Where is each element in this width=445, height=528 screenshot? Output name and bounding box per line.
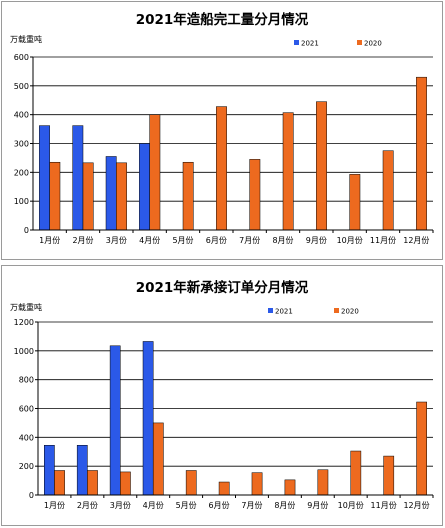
bar-2020-7 xyxy=(249,159,261,231)
bar-2020-8 xyxy=(282,112,294,231)
x-tick-label: 1月份 xyxy=(44,500,65,510)
legend-swatch-2021 xyxy=(294,40,299,45)
bar-2020-6 xyxy=(216,106,227,231)
bar-2021-1 xyxy=(39,125,50,231)
bar-2020-7 xyxy=(251,472,263,496)
legend-label-2020: 2020 xyxy=(364,40,382,48)
bar-2021-4 xyxy=(139,143,150,231)
legend-swatch-2021 xyxy=(268,308,273,313)
legend-label-2021: 2021 xyxy=(275,308,293,316)
bar-2021-4 xyxy=(142,341,154,496)
x-tick-label: 12月份 xyxy=(403,235,429,245)
bar-2020-5 xyxy=(185,470,197,496)
y-tick-label: 0 xyxy=(24,226,29,235)
x-tick-label: 6月份 xyxy=(206,235,227,245)
x-tick-label: 6月份 xyxy=(208,500,229,510)
completion-chart-panel: 2021年造船完工量分月情况 万载重吨 2021 2020 0 100 200 300… xyxy=(0,0,445,262)
y-tick-label: 600 xyxy=(14,53,29,62)
y-axis-unit: 万载重吨 xyxy=(10,302,42,312)
x-tick-label: 10月份 xyxy=(337,235,363,245)
x-axis-ticks: 1月份 2月份 3月份 4月份 5月份 6月份 7月份 8月份 9月份 10月份 11月份 12月份 xyxy=(39,230,434,245)
bar-2020-11 xyxy=(383,455,395,496)
x-axis-ticks: 1月份 2月份 3月份 4月份 5月份 6月份 7月份 8月份 9月份 10月份 11月份 12月份 xyxy=(44,495,434,510)
y-tick-label: 600 xyxy=(19,405,34,414)
x-tick-label: 12月份 xyxy=(403,500,429,510)
y-axis-unit: 万载重吨 xyxy=(10,34,42,44)
x-tick-label: 4月份 xyxy=(143,500,164,510)
y-tick-label: 200 xyxy=(14,168,29,177)
x-tick-label: 10月份 xyxy=(338,500,364,510)
bar-2020-2 xyxy=(82,162,94,231)
completion-chart: 2021年造船完工量分月情况 万载重吨 2021 2020 0 100 200 300… xyxy=(1,1,443,260)
bar-2021-2 xyxy=(72,125,84,231)
bar-2020-9 xyxy=(317,469,329,496)
x-tick-label: 5月份 xyxy=(172,235,193,245)
bar-2020-5 xyxy=(182,161,194,231)
x-tick-label: 3月份 xyxy=(106,235,127,245)
x-tick-label: 2月份 xyxy=(77,500,98,510)
orders-chart-panel: 2021年新承接订单分月情况 万载重吨 2021 2020 0 200 400 600… xyxy=(0,264,445,528)
legend-label-2021: 2021 xyxy=(301,40,319,48)
bar-2020-9 xyxy=(316,101,327,231)
x-tick-label: 11月份 xyxy=(370,235,396,245)
legend-swatch-2020 xyxy=(334,308,339,313)
x-tick-label: 1月份 xyxy=(39,235,60,245)
gridlines xyxy=(33,56,433,202)
y-tick-label: 400 xyxy=(14,111,29,120)
chart-title: 2021年造船完工量分月情况 xyxy=(136,11,309,28)
y-tick-label: 0 xyxy=(29,491,34,500)
y-tick-label: 300 xyxy=(14,140,29,149)
x-tick-label: 7月份 xyxy=(241,500,262,510)
legend: 2021 2020 xyxy=(268,308,359,316)
x-tick-label: 4月份 xyxy=(139,235,160,245)
x-tick-label: 5月份 xyxy=(176,500,197,510)
bar-2020-4 xyxy=(152,422,164,496)
bar-2020-2 xyxy=(87,470,98,496)
y-tick-label: 800 xyxy=(19,376,34,385)
x-tick-label: 9月份 xyxy=(306,235,327,245)
x-tick-label: 3月份 xyxy=(110,500,131,510)
y-tick-label: 400 xyxy=(19,433,34,442)
bars xyxy=(39,76,427,231)
bar-2021-2 xyxy=(76,445,88,496)
bar-2020-10 xyxy=(350,450,362,496)
orders-chart: 2021年新承接订单分月情况 万载重吨 2021 2020 0 200 400 600… xyxy=(1,265,443,526)
bar-2021-1 xyxy=(44,445,55,496)
bar-2020-3 xyxy=(120,471,131,496)
x-tick-label: 11月份 xyxy=(371,500,397,510)
bar-2020-1 xyxy=(54,470,65,496)
x-tick-label: 8月份 xyxy=(272,235,293,245)
chart-title: 2021年新承接订单分月情况 xyxy=(136,279,309,296)
bar-2020-12 xyxy=(416,76,427,231)
legend: 2021 2020 xyxy=(294,40,382,48)
y-tick-label: 100 xyxy=(14,197,29,206)
bar-2021-3 xyxy=(109,345,121,496)
bar-2021-3 xyxy=(105,156,117,231)
y-tick-label: 500 xyxy=(14,82,29,91)
bar-2020-4 xyxy=(149,114,161,231)
bar-2020-10 xyxy=(349,174,361,231)
legend-swatch-2020 xyxy=(357,40,362,45)
gridlines xyxy=(38,321,433,467)
x-tick-label: 8月份 xyxy=(274,500,295,510)
y-tick-label: 1000 xyxy=(14,347,34,356)
bar-2020-1 xyxy=(49,161,61,231)
x-tick-label: 9月份 xyxy=(307,500,328,510)
bar-2020-12 xyxy=(416,401,427,496)
x-tick-label: 7月份 xyxy=(239,235,260,245)
legend-label-2020: 2020 xyxy=(341,308,359,316)
bar-2020-3 xyxy=(116,162,127,231)
bar-2020-8 xyxy=(284,479,296,496)
bar-2020-6 xyxy=(218,481,230,496)
y-tick-label: 200 xyxy=(19,462,34,471)
y-tick-label: 1200 xyxy=(14,318,34,327)
bar-2020-11 xyxy=(382,150,394,231)
x-tick-label: 2月份 xyxy=(72,235,93,245)
